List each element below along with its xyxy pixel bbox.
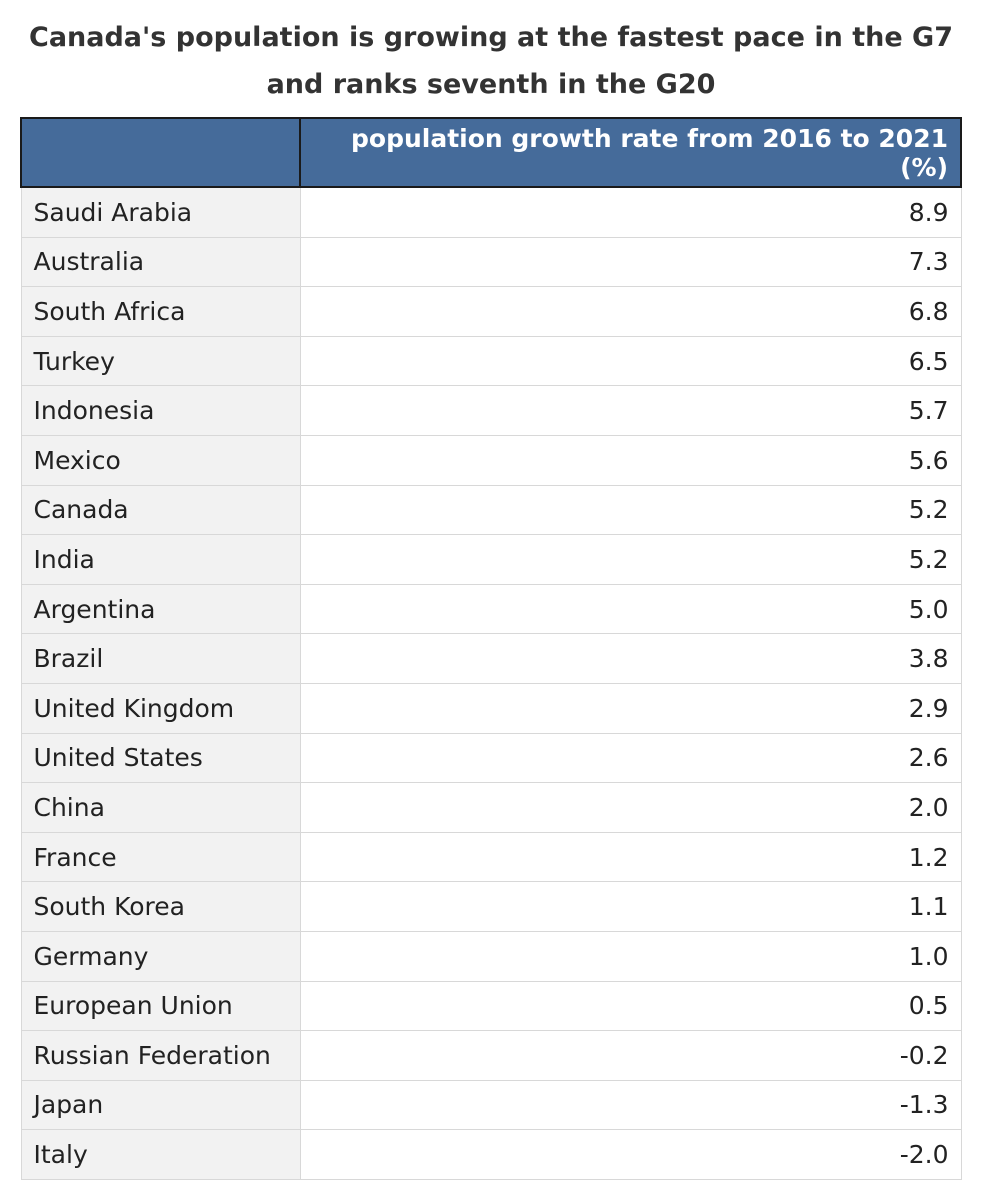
growth-rate-cell: 5.7 [299,385,962,436]
country-cell: India [20,534,301,585]
table-title: Canada's population is growing at the fa… [29,22,953,100]
country-cell: European Union [20,980,301,1032]
growth-rate-cell: 7.3 [299,236,962,288]
table-row: Argentina 5.0 [20,583,962,635]
growth-rate-cell: 2.9 [299,682,962,734]
growth-rate-cell: 3.8 [299,633,962,684]
country-cell: United Kingdom [20,682,301,734]
country-cell: South Korea [20,881,301,932]
growth-rate-cell: 1.0 [299,930,962,982]
growth-rate-cell: 2.0 [299,782,962,833]
table-row: Japan -1.3 [20,1079,962,1131]
growth-rate-cell: 8.9 [299,186,962,238]
growth-rate-cell: 6.5 [299,335,962,387]
country-cell: Mexico [20,434,301,486]
growth-rate-cell: 0.5 [299,980,962,1032]
growth-rate-cell: -0.2 [299,1030,962,1081]
table-row: Australia 7.3 [20,236,962,288]
table-row: Germany 1.0 [20,930,962,982]
table-row: Mexico 5.6 [20,434,962,486]
table-row: Canada 5.2 [20,484,962,536]
table-row: China 2.0 [20,782,962,833]
table-row: European Union 0.5 [20,980,962,1032]
country-cell: South Africa [20,286,301,337]
country-cell: Canada [20,484,301,536]
country-cell: United States [20,732,301,784]
table-row: Russian Federation -0.2 [20,1030,962,1081]
country-cell: Germany [20,930,301,982]
table-row: India 5.2 [20,534,962,585]
growth-rate-cell: 2.6 [299,732,962,784]
growth-rate-cell: 5.6 [299,434,962,486]
country-cell: Russian Federation [20,1030,301,1081]
growth-rate-cell: 5.2 [299,484,962,536]
country-cell: Indonesia [20,385,301,436]
country-cell: Turkey [20,335,301,387]
growth-rate-cell: 5.2 [299,534,962,585]
table-row: South Korea 1.1 [20,881,962,932]
table-row: Saudi Arabia 8.9 [20,186,962,238]
growth-rate-cell: 1.2 [299,831,962,883]
table-row: South Africa 6.8 [20,286,962,337]
table-row: United Kingdom 2.9 [20,682,962,734]
table-row: Indonesia 5.7 [20,385,962,436]
country-cell: France [20,831,301,883]
table-row: Turkey 6.5 [20,335,962,387]
table-row: Brazil 3.8 [20,633,962,684]
country-cell: Argentina [20,583,301,635]
growth-rate-cell: 5.0 [299,583,962,635]
growth-rate-cell: -2.0 [299,1129,962,1180]
country-cell: Italy [20,1129,301,1180]
population-growth-table: population growth rate from 2016 to 2021… [20,117,962,1180]
country-cell: Brazil [20,633,301,684]
header-row: population growth rate from 2016 to 2021… [20,117,962,188]
country-cell: Australia [20,236,301,288]
country-cell: Saudi Arabia [20,186,301,238]
header-growth-rate: population growth rate from 2016 to 2021… [299,117,962,188]
growth-rate-cell: -1.3 [299,1079,962,1131]
growth-rate-cell: 6.8 [299,286,962,337]
table-row: France 1.2 [20,831,962,883]
country-cell: Japan [20,1079,301,1131]
country-cell: China [20,782,301,833]
growth-rate-cell: 1.1 [299,881,962,932]
table-row: United States 2.6 [20,732,962,784]
table-row: Italy -2.0 [20,1129,962,1180]
header-country [20,117,301,188]
